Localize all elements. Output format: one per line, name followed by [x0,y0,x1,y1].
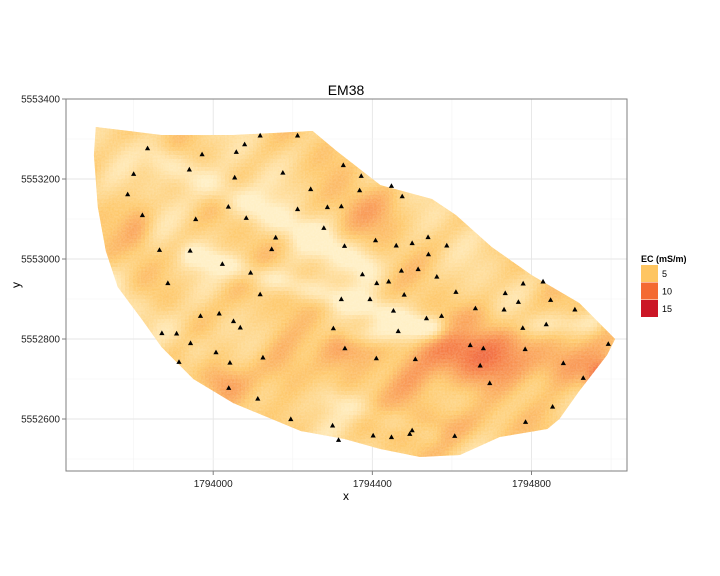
chart-figure: 1794000 1794400 1794800 5552600 5552800 5553… [9,82,687,503]
ec-map-chart: 1794000 1794400 1794800 555260055528005553… [9,82,687,503]
